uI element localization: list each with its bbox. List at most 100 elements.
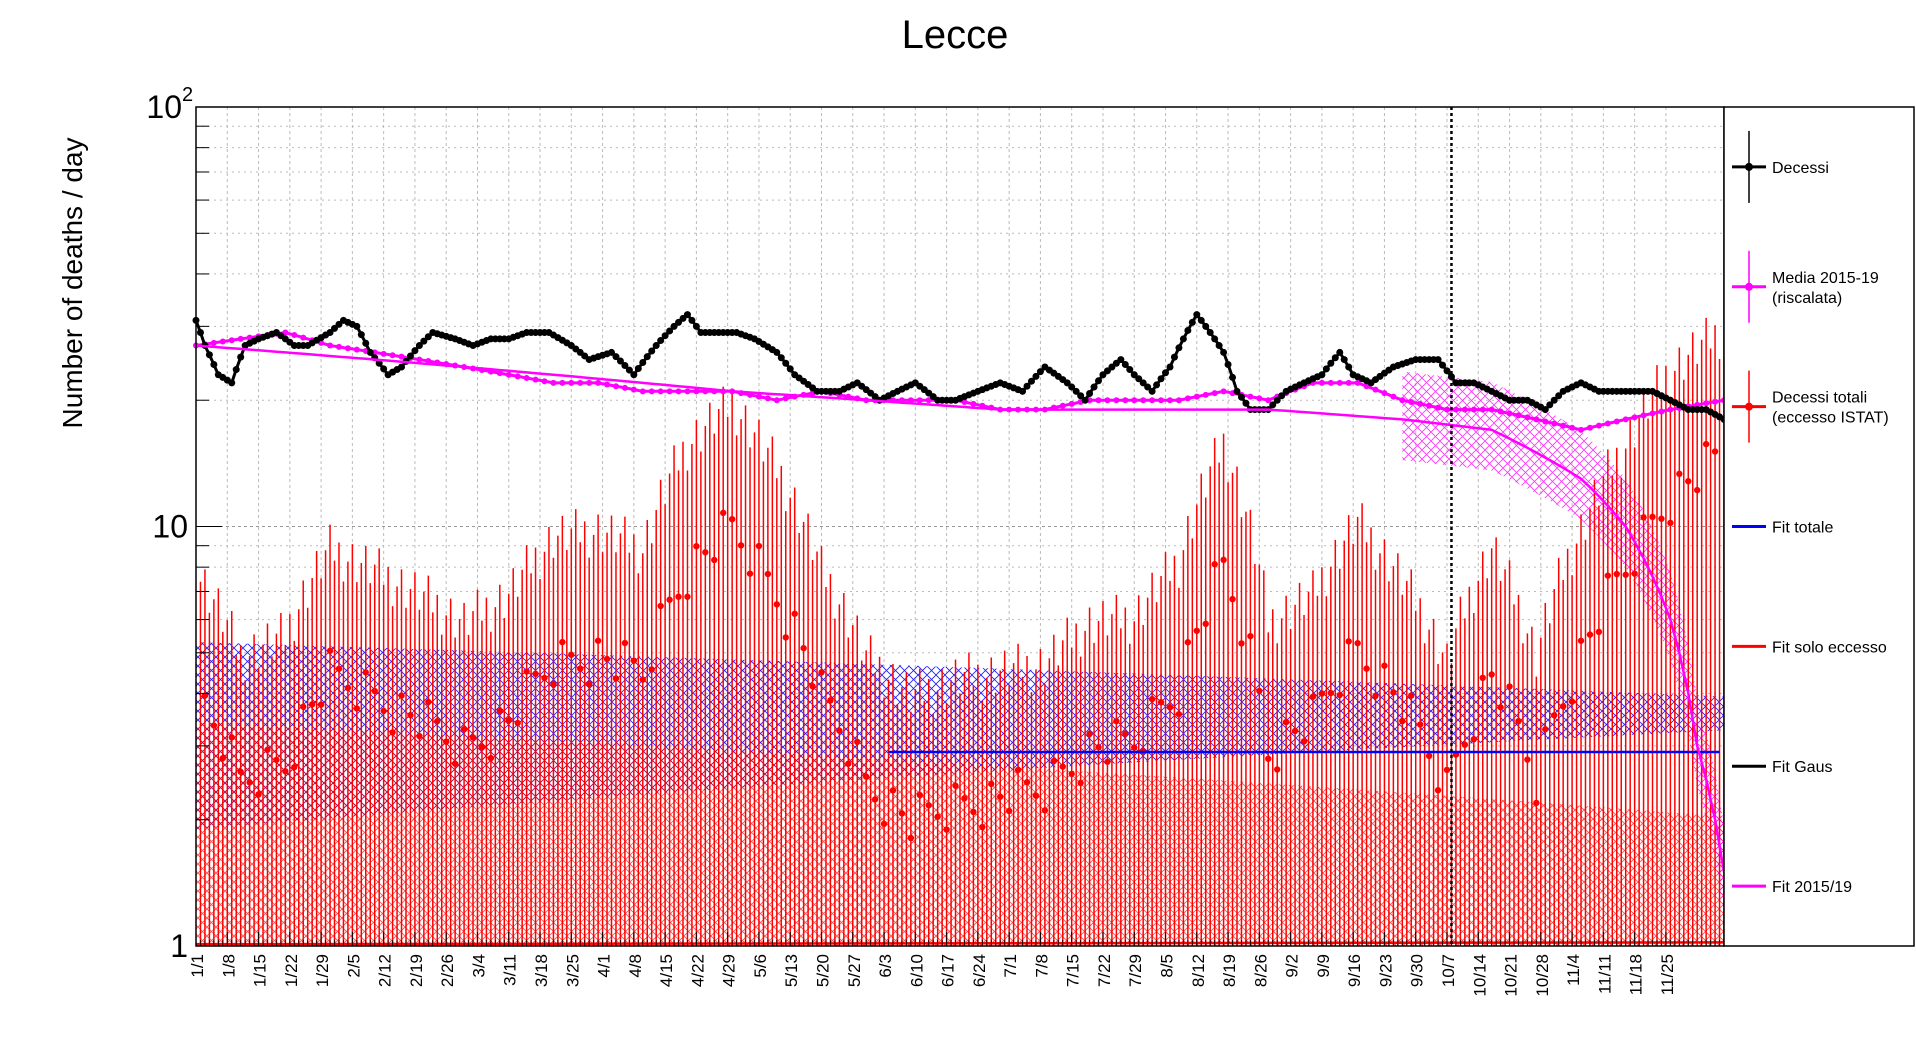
- media-point: [612, 383, 619, 390]
- media-point: [755, 393, 762, 400]
- decessi-point: [1188, 318, 1196, 326]
- media-point: [961, 399, 968, 406]
- media-point: [639, 388, 646, 395]
- media-point: [335, 343, 342, 350]
- eccesso-point: [1220, 556, 1227, 564]
- decessi-point: [1215, 342, 1223, 350]
- media-point: [1372, 386, 1379, 393]
- eccesso-point: [1408, 692, 1415, 699]
- media-point: [1122, 397, 1129, 404]
- eccesso-point: [997, 793, 1004, 800]
- eccesso-point: [862, 773, 870, 780]
- eccesso-point: [585, 680, 593, 688]
- eccesso-point: [1479, 674, 1486, 682]
- x-tick-label: 2/26: [438, 954, 457, 987]
- decessi-point: [1273, 396, 1281, 404]
- eccesso-point: [1399, 717, 1406, 725]
- eccesso-point: [1059, 763, 1066, 770]
- media-point: [595, 379, 602, 386]
- decessi-point: [331, 324, 339, 332]
- eccesso-point: [711, 556, 718, 564]
- eccesso-point: [1086, 730, 1093, 738]
- media-point: [1095, 397, 1102, 404]
- decessi-point: [1072, 387, 1080, 395]
- eccesso-point: [1470, 736, 1478, 743]
- eccesso-point: [836, 727, 843, 734]
- eccesso-point: [1613, 570, 1620, 578]
- media-point: [693, 388, 700, 395]
- eccesso-point: [1416, 721, 1424, 728]
- legend-label-line2: (eccesso ISTAT): [1772, 410, 1889, 427]
- x-tick-label: 7/8: [1032, 954, 1051, 978]
- eccesso-point: [1247, 632, 1254, 640]
- x-tick-label: 2/5: [344, 954, 363, 978]
- eccesso-point: [282, 768, 289, 775]
- eccesso-point: [666, 596, 673, 603]
- decessi-point: [411, 347, 419, 355]
- decessi-point: [196, 329, 204, 337]
- eccesso-point: [1542, 726, 1549, 733]
- x-tick-label: 8/26: [1251, 954, 1270, 987]
- eccesso-point: [818, 669, 825, 676]
- decessi-point: [1135, 375, 1143, 383]
- legend-entry-fit_gaus: Fit Gaus: [1732, 759, 1832, 776]
- decessi-point: [1019, 387, 1027, 395]
- media-point: [1443, 406, 1450, 413]
- decessi-point: [1229, 373, 1237, 381]
- decessi-point: [1144, 383, 1152, 391]
- media-point: [1336, 379, 1343, 386]
- eccesso-point: [300, 703, 307, 710]
- decessi-point: [398, 363, 406, 371]
- decessi-point: [616, 357, 624, 365]
- decessi-point: [661, 332, 669, 340]
- media-point: [344, 345, 351, 352]
- decessi-point: [1162, 369, 1170, 377]
- decessi-point: [1206, 329, 1214, 337]
- media-point: [916, 397, 923, 404]
- eccesso-point: [845, 760, 852, 767]
- eccesso-point: [532, 670, 539, 678]
- chart-title: Lecce: [902, 13, 1009, 57]
- legend-entry-decessi: Decessi: [1732, 130, 1829, 203]
- media-point: [1202, 391, 1209, 398]
- media-point: [327, 342, 334, 349]
- decessi-point: [648, 347, 656, 355]
- eccesso-point: [1274, 766, 1281, 773]
- media-point: [1479, 406, 1486, 413]
- decessi-point: [1077, 392, 1085, 400]
- eccesso-point: [952, 782, 959, 789]
- eccesso-point: [1113, 717, 1120, 725]
- decessi-point: [612, 353, 620, 361]
- media-point: [1497, 408, 1504, 415]
- legend-label: Decessi: [1772, 160, 1829, 177]
- x-tick-label: 2/12: [376, 954, 395, 987]
- x-tick-label: 1/22: [282, 954, 301, 987]
- eccesso-point: [246, 779, 253, 786]
- decessi-point: [683, 311, 691, 319]
- x-tick-label: 7/15: [1064, 954, 1083, 987]
- eccesso-point: [1559, 703, 1567, 710]
- eccesso-point: [1157, 699, 1165, 706]
- media-point: [532, 376, 539, 383]
- decessi-point: [1327, 359, 1335, 367]
- decessi-point: [1032, 372, 1040, 380]
- media-point: [1586, 424, 1593, 431]
- decessi-point: [415, 342, 423, 350]
- eccesso-point: [1488, 671, 1495, 678]
- media-point: [1631, 414, 1638, 421]
- eccesso-point: [568, 651, 575, 658]
- eccesso-point: [594, 637, 602, 644]
- eccesso-point: [1166, 704, 1174, 711]
- media-point: [237, 335, 244, 342]
- eccesso-point: [979, 823, 986, 831]
- media-point: [970, 400, 977, 407]
- decessi-point: [777, 354, 785, 362]
- legend-label: Fit 2015/19: [1772, 879, 1852, 896]
- decessi-point: [782, 359, 790, 367]
- media-point: [621, 384, 628, 391]
- media-point: [1658, 408, 1665, 415]
- decessi-point: [1220, 348, 1228, 356]
- decessi-point: [1027, 377, 1035, 385]
- eccesso-point: [469, 734, 477, 741]
- decessi-point: [1439, 361, 1447, 369]
